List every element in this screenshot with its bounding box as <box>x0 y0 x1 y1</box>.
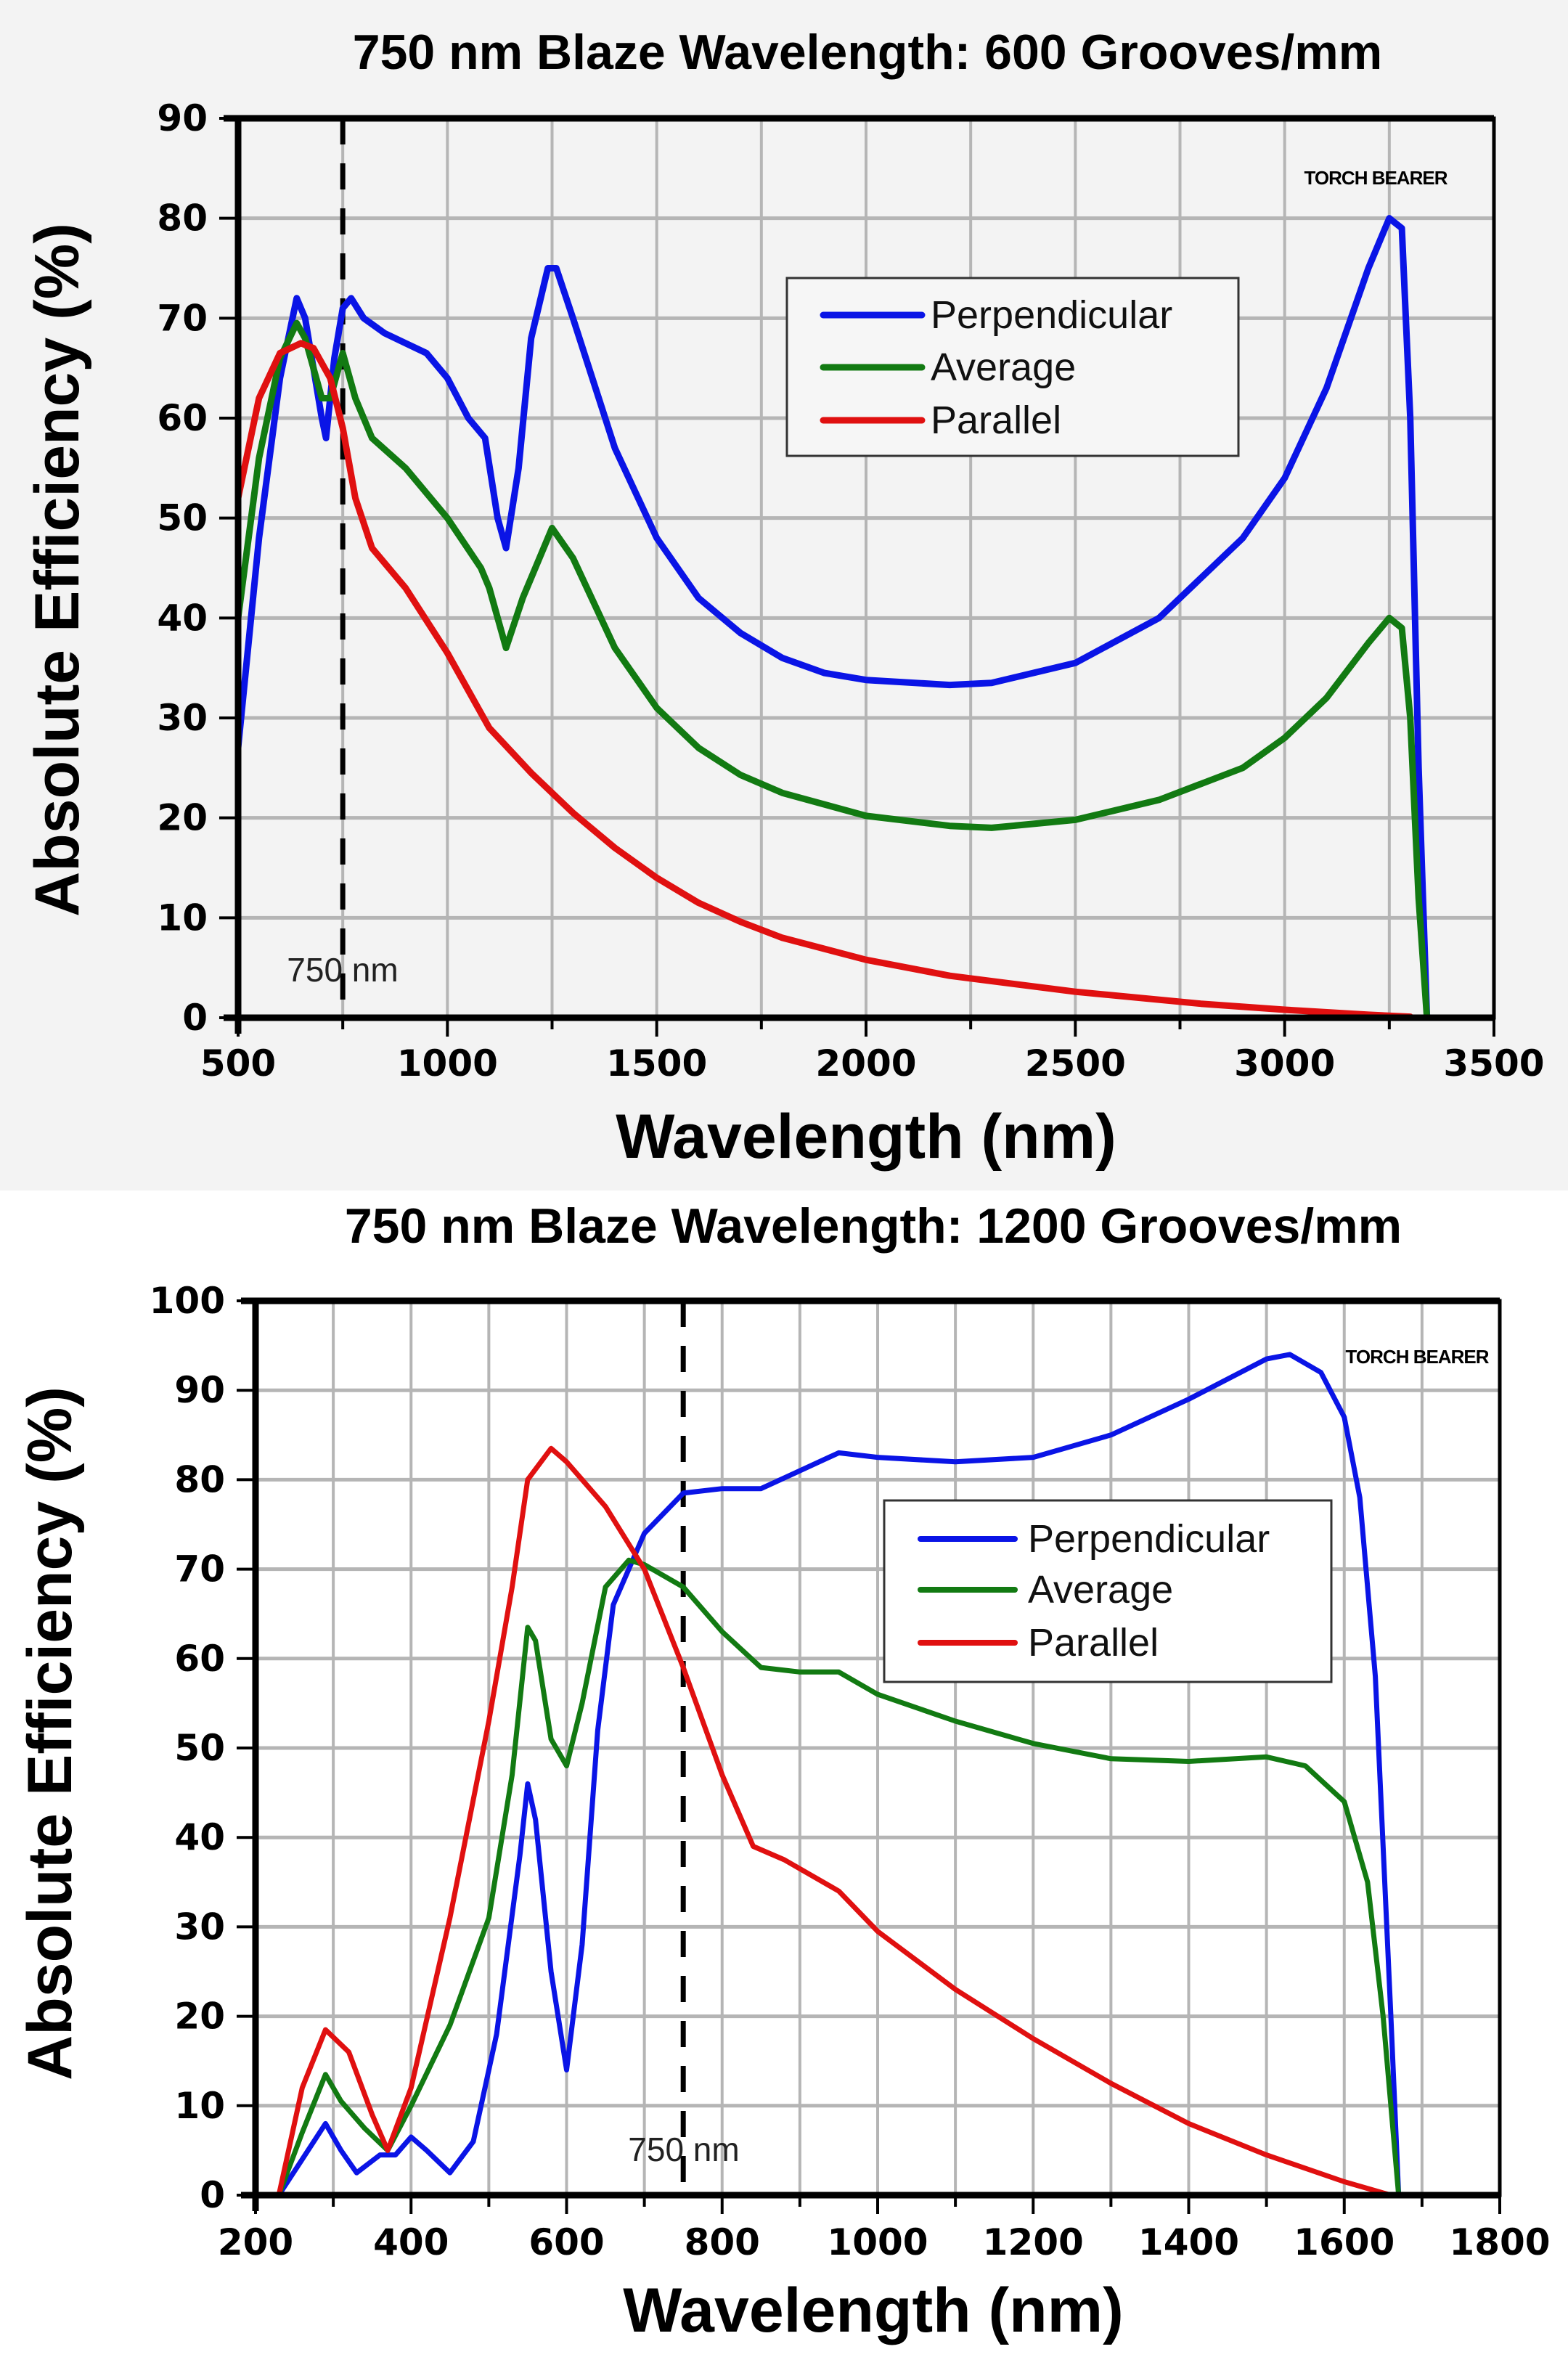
legend: Perpendicular Average Parallel <box>785 277 1240 457</box>
y-tick-label: 10 <box>174 2085 225 2127</box>
y-tick-label: 40 <box>174 1816 225 1858</box>
blaze-annotation-label: 750 nm <box>287 951 398 989</box>
chart-600-grooves: 750 nm Blaze Wavelength: 600 Grooves/mm … <box>23 25 1545 1172</box>
x-axis-label: Wavelength (nm) <box>616 1102 1116 1172</box>
x-tick-label: 2500 <box>1025 1042 1126 1085</box>
x-tick-label: 600 <box>528 2221 604 2263</box>
y-tick-label: 60 <box>174 1638 225 1680</box>
legend-label-perpendicular: Perpendicular <box>931 293 1172 337</box>
watermark: TORCH BEARER <box>1346 1346 1490 1368</box>
series-line-average <box>276 1557 1402 2198</box>
y-tick-label: 40 <box>157 597 208 639</box>
y-tick-label: 50 <box>157 497 208 539</box>
y-tick-label: 0 <box>200 2174 225 2216</box>
y-tick-label: 30 <box>157 697 208 739</box>
series-lines <box>276 1352 1402 2198</box>
watermark: TORCH BEARER <box>1304 167 1448 189</box>
series-lines <box>234 215 1431 1021</box>
x-tick-label: 500 <box>200 1042 276 1085</box>
legend-label-average: Average <box>1028 1568 1173 1612</box>
y-tick-label: 20 <box>157 797 208 839</box>
series-line-perpendicular <box>276 1352 1402 2198</box>
x-tick-label: 2000 <box>815 1042 916 1085</box>
chart-1200-grooves: 750 nm Blaze Wavelength: 1200 Grooves/mm… <box>15 1198 1551 2345</box>
x-tick-label: 1500 <box>606 1042 707 1085</box>
y-tick-label: 90 <box>157 97 208 139</box>
chart-title: 750 nm Blaze Wavelength: 600 Grooves/mm <box>353 25 1382 80</box>
legend-label-perpendicular: Perpendicular <box>1028 1517 1270 1561</box>
grid <box>238 118 1494 1018</box>
series-line-parallel <box>276 1445 1394 2198</box>
y-tick-label: 60 <box>157 397 208 439</box>
y-tick-label: 80 <box>157 197 208 240</box>
y-tick-label: 10 <box>157 896 208 939</box>
chart-title: 750 nm Blaze Wavelength: 1200 Grooves/mm <box>345 1198 1402 1254</box>
legend-label-average: Average <box>931 346 1076 389</box>
x-tick-label: 400 <box>373 2221 449 2263</box>
legend: Perpendicular Average Parallel <box>883 1499 1333 1683</box>
y-tick-label: 20 <box>174 1996 225 2038</box>
y-axis-label: Absolute Efficiency (%) <box>23 223 92 917</box>
x-tick-label: 1200 <box>983 2221 1084 2263</box>
grid <box>256 1301 1500 2195</box>
x-tick-label: 1000 <box>397 1042 498 1085</box>
series-line-perpendicular <box>234 215 1431 1021</box>
legend-label-parallel: Parallel <box>1028 1621 1159 1665</box>
x-tick-label: 1600 <box>1294 2221 1395 2263</box>
x-axis-label: Wavelength (nm) <box>623 2276 1124 2345</box>
y-tick-label: 30 <box>174 1906 225 1948</box>
x-tick-label: 200 <box>218 2221 293 2263</box>
x-tick-label: 3000 <box>1234 1042 1335 1085</box>
y-tick-label: 100 <box>150 1280 225 1322</box>
series-line-average <box>234 319 1431 1021</box>
y-tick-label: 80 <box>174 1458 225 1500</box>
chart-panel-1200-grooves: 750 nm Blaze Wavelength: 1200 Grooves/mm… <box>0 1190 1568 2373</box>
x-tick-label: 1000 <box>827 2221 928 2263</box>
y-axis-label: Absolute Efficiency (%) <box>15 1386 85 2080</box>
y-tick-label: 70 <box>174 1548 225 1590</box>
x-tick-label: 1800 <box>1449 2221 1550 2263</box>
y-tick-label: 0 <box>182 997 208 1039</box>
y-tick-label: 70 <box>157 297 208 339</box>
axes: 200 400 600 800 1000 1200 1400 1600 1800 0 10 20 30 4… <box>150 1280 1551 2263</box>
y-tick-label: 50 <box>174 1727 225 1769</box>
legend-label-parallel: Parallel <box>931 399 1061 442</box>
blaze-annotation-label: 750 nm <box>628 2131 739 2168</box>
x-tick-label: 3500 <box>1443 1042 1544 1085</box>
series-line-parallel <box>234 340 1414 1021</box>
x-tick-label: 1400 <box>1138 2221 1239 2263</box>
chart-panel-600-grooves: 750 nm Blaze Wavelength: 600 Grooves/mm … <box>0 0 1568 1190</box>
axes: 500 1000 1500 2000 2500 3000 3500 0 10 20 30 40 50 60… <box>157 97 1544 1085</box>
x-tick-label: 800 <box>685 2221 760 2263</box>
y-tick-label: 90 <box>174 1369 225 1411</box>
